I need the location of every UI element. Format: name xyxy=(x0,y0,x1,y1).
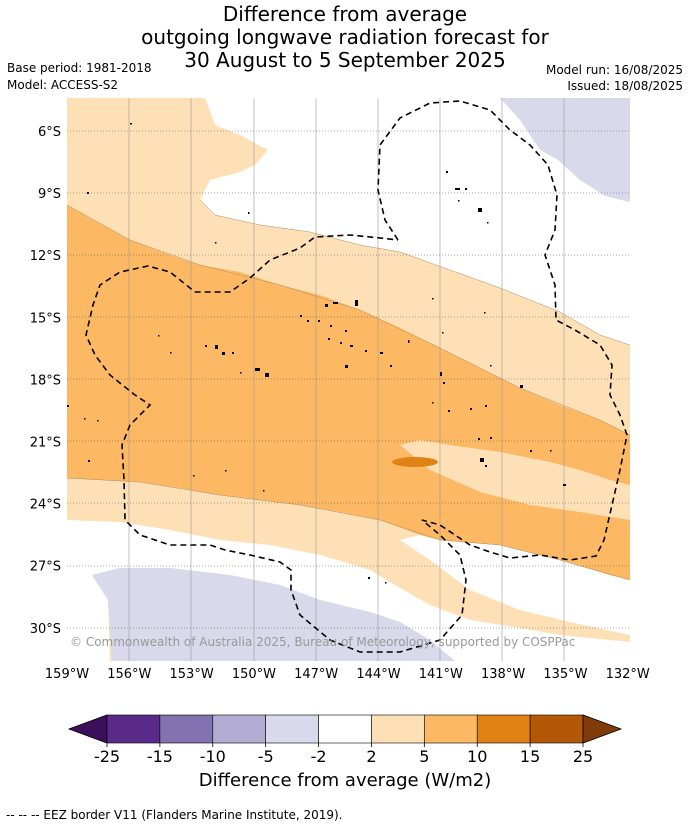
map-title-line-3: 30 August to 5 September 2025 xyxy=(184,48,506,72)
colorbar-segment xyxy=(159,714,214,744)
model-run-label: Model run: 16/08/2025 xyxy=(545,63,683,77)
colorbar-segment xyxy=(371,714,425,744)
longitude-label: 147°W xyxy=(294,667,338,682)
contour-lines xyxy=(67,199,630,581)
colorbar-tick-label: 10 xyxy=(467,747,487,766)
longitude-label: 132°W xyxy=(606,667,650,682)
longitude-labels: 159°W 156°W 153°W 150°W 147°W 144°W 141°W 138°W… xyxy=(45,667,650,682)
eez-legend-text: -- -- -- EEZ border V11 (Flanders Marine… xyxy=(6,808,343,822)
map-plot-area: © Commonwealth of Australia 2025, Bureau… xyxy=(67,98,630,661)
colorbar-tick-label: 2 xyxy=(366,747,376,766)
colorbar-segment xyxy=(106,714,161,744)
latitude-labels: 6°S 9°S 12°S 15°S 18°S 21°S 24°S 27°S 30°S xyxy=(30,125,61,637)
colorbar-segment xyxy=(318,714,372,744)
issued-label: Issued: 18/08/2025 xyxy=(567,79,683,93)
latitude-label: 18°S xyxy=(30,373,61,388)
islands xyxy=(67,123,566,584)
longitude-label: 153°W xyxy=(170,667,214,682)
anomaly-patch-10-to-15 xyxy=(392,457,438,467)
base-period-label: Base period: 1981-2018 xyxy=(7,61,152,75)
longitude-label: 156°W xyxy=(107,667,151,682)
latitude-label: 21°S xyxy=(30,436,61,451)
longitude-label: 144°W xyxy=(356,667,400,682)
colorbar-segment xyxy=(265,714,319,744)
colorbar-tick-label: -2 xyxy=(311,747,327,766)
colorbar-segment xyxy=(476,714,531,744)
longitude-label: 150°W xyxy=(232,667,276,682)
colorbar-segment xyxy=(529,714,584,744)
latitude-label: 12°S xyxy=(30,249,61,264)
colorbar-tick-label: -5 xyxy=(258,747,274,766)
colorbar-tick-label: -10 xyxy=(200,747,226,766)
colorbar-tick-label: -25 xyxy=(94,747,120,766)
colorbar-segment xyxy=(424,714,478,744)
map-figure: © Commonwealth of Australia 2025, Bureau… xyxy=(30,98,650,682)
longitude-label: 141°W xyxy=(419,667,463,682)
latitude-label: 30°S xyxy=(30,622,61,637)
negative-anomaly-region-north xyxy=(500,98,630,202)
longitude-label: 135°W xyxy=(543,667,587,682)
colorbar-segments xyxy=(67,714,623,744)
colorbar-extend-high xyxy=(582,714,623,744)
colorbar-tick-label: 5 xyxy=(419,747,429,766)
colorbar-extend-low xyxy=(67,714,108,744)
latitude-grid-lines xyxy=(67,130,630,629)
near-zero-region-south xyxy=(67,520,630,661)
colorbar-tick-label: 25 xyxy=(573,747,593,766)
near-zero-region-south-patch xyxy=(92,568,455,661)
longitude-label: 138°W xyxy=(481,667,525,682)
colorbar-tick-label: 15 xyxy=(520,747,540,766)
model-label: Model: ACCESS-S2 xyxy=(7,78,119,92)
latitude-label: 6°S xyxy=(38,125,61,140)
colorbar-title: Difference from average (W/m2) xyxy=(198,770,492,791)
latitude-label: 15°S xyxy=(30,311,61,326)
colorbar-ticks: -25 -15 -10 -5 -2 2 5 10 15 25 xyxy=(94,743,593,766)
colorbar-tick-label: -15 xyxy=(147,747,173,766)
copyright-text: © Commonwealth of Australia 2025, Bureau… xyxy=(70,635,575,649)
map-title-line-2: outgoing longwave radiation forecast for xyxy=(141,25,549,49)
anomaly-band-5-to-10 xyxy=(67,205,630,580)
map-title-line-1: Difference from average xyxy=(222,2,468,26)
colorbar-segment xyxy=(212,714,266,744)
eez-border xyxy=(85,100,628,653)
latitude-label: 9°S xyxy=(38,187,61,202)
latitude-label: 27°S xyxy=(30,560,61,575)
longitude-label: 159°W xyxy=(45,667,89,682)
latitude-label: 24°S xyxy=(30,498,61,513)
